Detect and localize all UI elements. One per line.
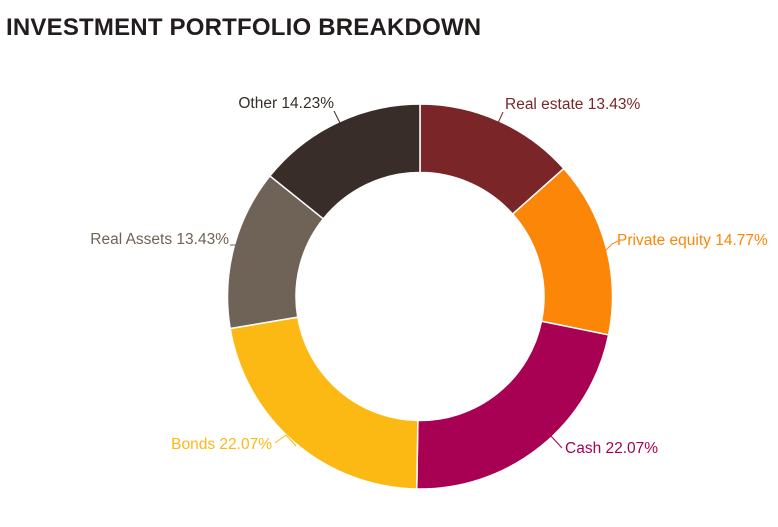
leader-line-real-assets — [230, 244, 250, 254]
slice-bonds — [229, 316, 419, 490]
leader-line-real-estate — [492, 111, 504, 135]
leader-line-cash — [538, 435, 563, 449]
slice-other — [269, 103, 421, 220]
leader-line-private-equity — [603, 240, 619, 253]
leader-line-other — [333, 110, 343, 128]
chart-title: INVESTMENT PORTFOLIO BREAKDOWN — [6, 14, 482, 41]
leader-line-bonds — [274, 434, 297, 447]
slice-cash — [415, 320, 610, 490]
